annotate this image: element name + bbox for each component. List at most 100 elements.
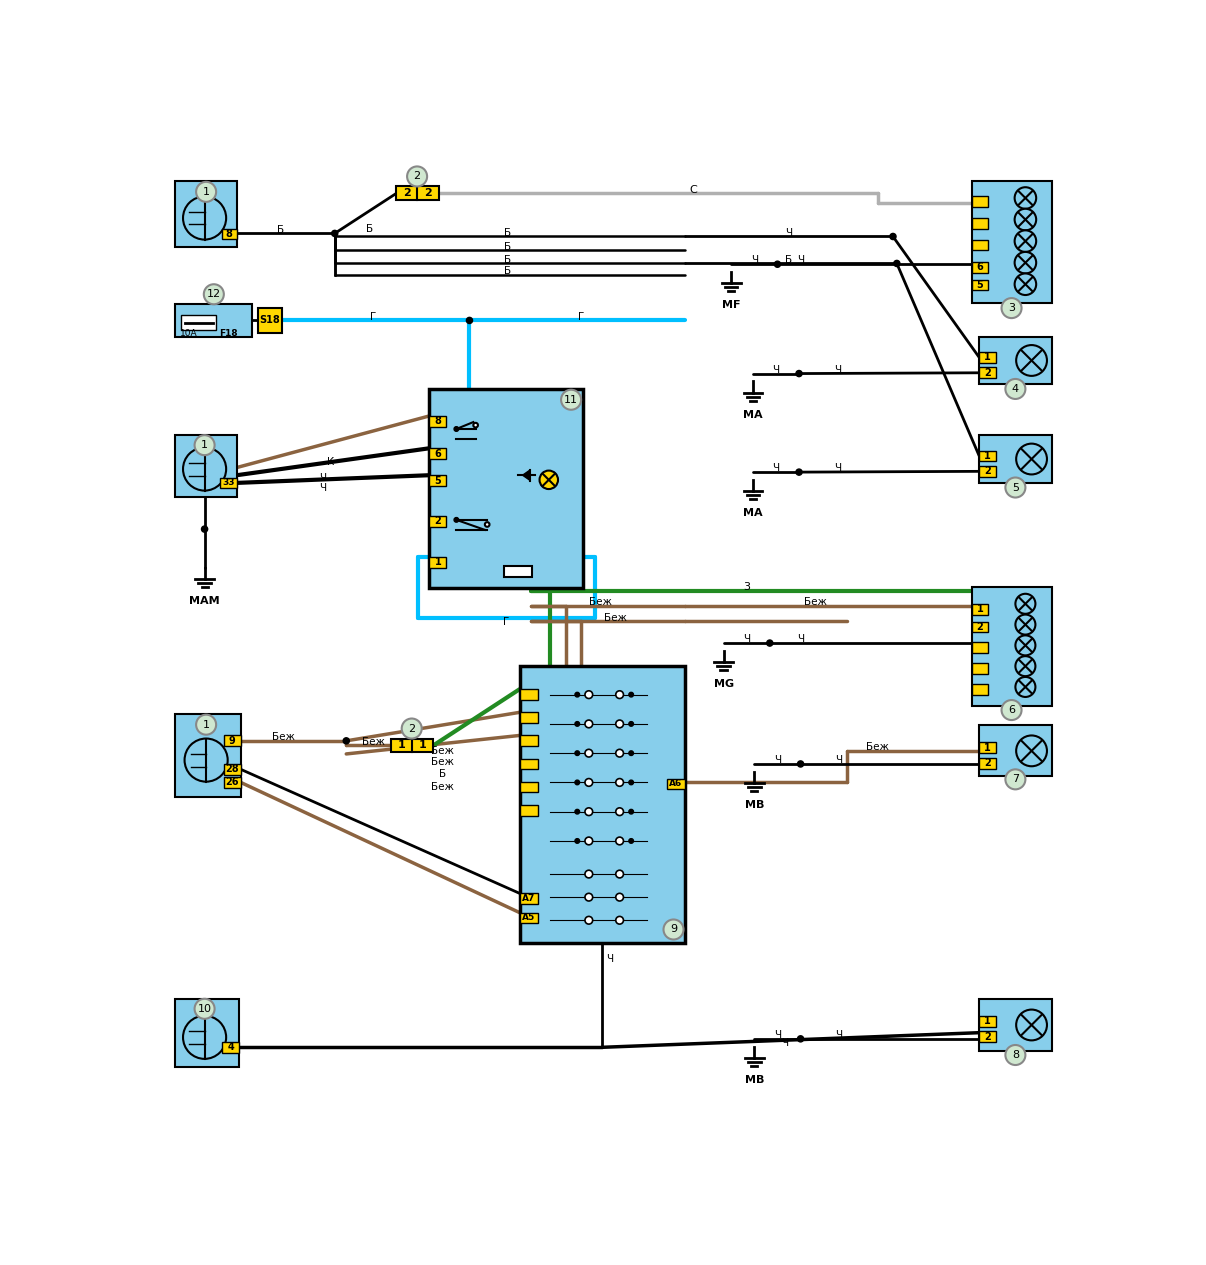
Circle shape <box>1006 477 1025 497</box>
Circle shape <box>616 893 624 901</box>
Text: 1: 1 <box>201 440 209 450</box>
Bar <box>972 663 989 674</box>
Text: Ч: Ч <box>751 256 757 266</box>
Text: 5: 5 <box>434 476 441 486</box>
Bar <box>429 557 446 568</box>
Text: 2: 2 <box>984 368 991 378</box>
Circle shape <box>1014 252 1036 273</box>
Circle shape <box>1015 615 1036 635</box>
Text: Беж: Беж <box>804 597 827 607</box>
Circle shape <box>585 870 592 878</box>
Text: Беж: Беж <box>866 743 889 751</box>
Circle shape <box>1014 187 1036 209</box>
Bar <box>520 759 538 769</box>
Text: МВ: МВ <box>744 1075 765 1085</box>
Circle shape <box>402 719 422 739</box>
Circle shape <box>663 920 684 940</box>
Circle shape <box>628 692 633 697</box>
Text: 2: 2 <box>425 188 432 199</box>
Bar <box>520 805 538 816</box>
Bar <box>972 218 989 229</box>
Text: 2: 2 <box>403 188 411 199</box>
Text: 1: 1 <box>984 1016 991 1026</box>
Bar <box>520 689 538 700</box>
Text: Б: Б <box>504 266 511 276</box>
Bar <box>391 739 433 753</box>
Circle shape <box>890 234 896 239</box>
Text: 12: 12 <box>206 290 221 300</box>
Polygon shape <box>522 469 531 481</box>
Text: Ч: Ч <box>781 1039 789 1049</box>
Bar <box>175 999 239 1066</box>
Circle shape <box>201 526 207 533</box>
Text: 5: 5 <box>1012 482 1019 492</box>
Circle shape <box>616 778 624 787</box>
Bar <box>972 262 989 273</box>
Bar <box>972 603 989 615</box>
Text: 6: 6 <box>434 449 441 459</box>
Text: S18: S18 <box>259 315 281 325</box>
Circle shape <box>473 423 478 428</box>
Text: 1: 1 <box>984 450 991 460</box>
Bar <box>979 450 996 462</box>
Circle shape <box>575 839 580 844</box>
Text: Г: Г <box>370 311 376 321</box>
Circle shape <box>585 691 592 698</box>
Bar <box>429 388 584 588</box>
Bar <box>224 764 241 774</box>
Text: Ч: Ч <box>772 463 779 473</box>
Circle shape <box>628 721 633 726</box>
Text: 1: 1 <box>984 743 991 753</box>
Circle shape <box>628 751 633 755</box>
Circle shape <box>616 870 624 878</box>
Text: 1: 1 <box>418 740 427 750</box>
Text: Ч: Ч <box>320 482 327 492</box>
Text: 9: 9 <box>671 925 677 935</box>
Text: 2: 2 <box>984 467 991 477</box>
Circle shape <box>1006 380 1025 398</box>
Text: Ч: Ч <box>772 364 779 374</box>
Circle shape <box>1001 700 1021 720</box>
Text: Беж: Беж <box>431 756 453 767</box>
Circle shape <box>455 517 458 522</box>
Text: 26: 26 <box>226 778 239 787</box>
Bar <box>175 435 236 497</box>
Text: Ч: Ч <box>836 755 843 765</box>
Text: МАМ: МАМ <box>189 596 219 606</box>
Circle shape <box>1017 444 1047 474</box>
Bar <box>429 516 446 526</box>
Text: 28: 28 <box>226 764 239 774</box>
Circle shape <box>539 471 558 490</box>
Text: Б: Б <box>277 225 285 234</box>
Text: МА: МА <box>743 410 762 420</box>
Bar <box>175 181 236 247</box>
Text: Ч: Ч <box>797 634 804 644</box>
Bar <box>397 186 439 200</box>
Bar <box>667 778 685 789</box>
Circle shape <box>183 196 227 239</box>
Bar <box>972 684 989 694</box>
Circle shape <box>183 1016 227 1059</box>
Circle shape <box>797 1036 803 1042</box>
Bar <box>972 621 989 632</box>
Text: Г: Г <box>578 311 584 321</box>
Text: 6: 6 <box>1008 705 1015 715</box>
Text: Б: Б <box>785 254 792 264</box>
Text: 11: 11 <box>564 395 578 405</box>
Bar <box>972 280 989 291</box>
Text: A7: A7 <box>522 894 535 903</box>
Circle shape <box>575 781 580 784</box>
Bar <box>979 999 1053 1051</box>
Text: Б: Б <box>504 254 511 264</box>
Bar <box>175 305 252 336</box>
Bar <box>979 435 1053 483</box>
Circle shape <box>628 810 633 813</box>
Text: Ч: Ч <box>774 755 781 765</box>
Text: Ч: Ч <box>320 473 327 482</box>
Bar <box>520 893 538 904</box>
Text: Беж: Беж <box>362 736 385 746</box>
Text: Ч: Ч <box>797 256 804 266</box>
Bar <box>222 1042 239 1052</box>
Text: МG: МG <box>714 679 733 689</box>
Circle shape <box>1017 1009 1047 1040</box>
